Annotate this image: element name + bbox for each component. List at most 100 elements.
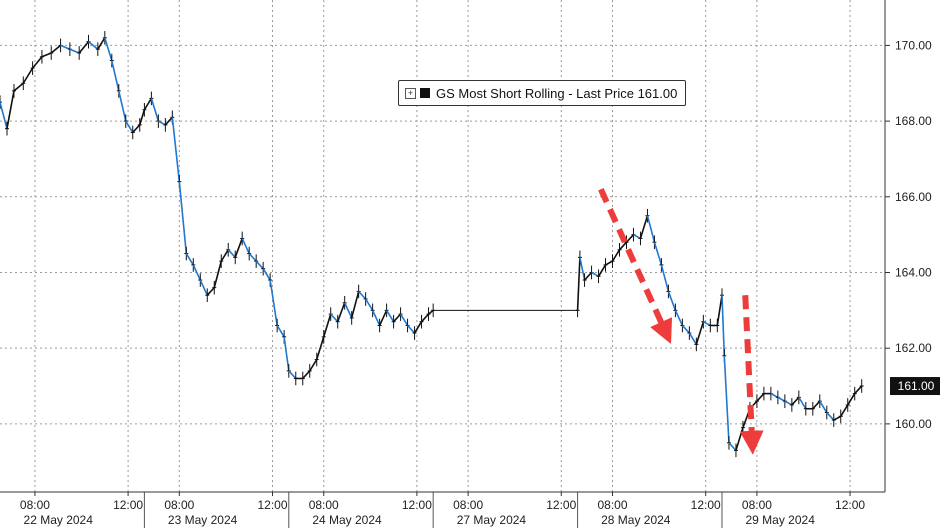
series-segment — [6, 90, 15, 129]
series-segment — [288, 370, 297, 380]
x-time-label: 08:00 — [597, 498, 627, 512]
series-segment — [702, 320, 711, 327]
x-time-label: 12:00 — [402, 498, 432, 512]
series-segment — [378, 310, 388, 326]
series-segment — [269, 279, 278, 326]
series-segment — [336, 302, 346, 322]
series-segment — [798, 396, 807, 410]
series-segment — [227, 249, 236, 258]
series-segment — [618, 241, 628, 251]
series-segment — [330, 313, 339, 323]
series-segment — [579, 257, 586, 281]
series-segment — [428, 309, 434, 315]
series-segment — [50, 44, 62, 54]
series-segment — [819, 400, 828, 413]
series-segment — [385, 309, 395, 323]
series-segment — [784, 400, 793, 406]
series-segment — [138, 109, 146, 126]
series-segment — [206, 287, 215, 296]
y-tick-label: 160.00 — [895, 417, 932, 431]
series-segment — [178, 181, 188, 254]
series-segment — [812, 400, 821, 410]
series-segment — [234, 238, 243, 258]
x-time-label: 08:00 — [164, 498, 194, 512]
legend-toggle-icon[interactable]: + — [405, 87, 416, 99]
series-segment — [591, 271, 599, 277]
series-segment — [646, 215, 656, 243]
series-segment — [41, 52, 52, 58]
series-segment — [220, 249, 229, 262]
series-segment — [132, 124, 141, 134]
series-segment — [213, 260, 223, 288]
series-segment — [22, 67, 34, 84]
series-segment — [393, 313, 402, 323]
x-time-label: 12:00 — [691, 498, 721, 512]
series-segment — [364, 298, 374, 311]
series-segment — [576, 257, 581, 311]
series-segment — [791, 396, 800, 406]
x-day-label: 23 May 2024 — [168, 513, 238, 527]
series-segment — [150, 98, 160, 122]
series-segment — [833, 415, 842, 421]
series-segment — [60, 44, 71, 50]
trend-arrow — [598, 187, 673, 344]
series-segment — [723, 355, 730, 443]
x-time-label: 08:00 — [309, 498, 339, 512]
x-time-label: 12:00 — [113, 498, 143, 512]
series-segment — [681, 324, 690, 334]
series-segment — [143, 97, 153, 111]
series-segment — [399, 313, 409, 326]
series-segment — [69, 48, 80, 54]
series-segment — [406, 324, 416, 334]
series-segment — [157, 120, 166, 126]
series-segment — [309, 359, 318, 372]
series-segment — [343, 302, 353, 319]
series-segment — [633, 233, 641, 240]
series-segment — [674, 310, 684, 326]
series-segment — [171, 117, 181, 182]
legend-label: GS Most Short Rolling - Last Price 161.0… — [436, 85, 678, 101]
y-tick-label: 166.00 — [895, 190, 932, 204]
series-segment — [695, 321, 705, 345]
series-segment — [660, 264, 670, 292]
x-day-label: 24 May 2024 — [312, 513, 382, 527]
series-segment — [854, 385, 863, 395]
series-segment — [611, 249, 621, 262]
series-segment — [728, 442, 737, 451]
annotation-layer — [598, 187, 764, 455]
last-price-badge — [890, 377, 940, 396]
series-segment — [97, 37, 106, 50]
series-segment — [413, 321, 423, 334]
x-time-label: 08:00 — [742, 498, 772, 512]
series-segment — [420, 313, 430, 323]
series-segment — [826, 411, 835, 421]
series-segment — [597, 264, 607, 277]
series-segment — [350, 291, 360, 319]
series-segment — [847, 393, 856, 406]
series-segment — [756, 393, 765, 402]
series-segment — [688, 332, 698, 345]
series-segment — [0, 101, 8, 129]
series-segment — [667, 291, 677, 311]
series-segment — [583, 271, 593, 281]
series-segment — [770, 392, 779, 399]
x-time-label: 12:00 — [546, 498, 576, 512]
series-segment — [777, 396, 786, 402]
series-layer — [0, 31, 864, 458]
series-segment — [716, 295, 723, 326]
last-price-label: 161.00 — [898, 379, 935, 393]
trend-arrow — [739, 295, 764, 455]
x-day-label: 28 May 2024 — [601, 513, 671, 527]
x-day-label: 22 May 2024 — [24, 513, 94, 527]
series-segment — [199, 279, 209, 296]
series-segment — [117, 90, 127, 122]
y-tick-label: 168.00 — [895, 114, 932, 128]
series-segment — [625, 234, 635, 243]
series-segment — [185, 253, 194, 266]
series-segment — [262, 268, 271, 281]
series-segment — [653, 241, 663, 266]
legend[interactable]: + GS Most Short Rolling - Last Price 161… — [398, 80, 687, 106]
y-tick-label: 170.00 — [895, 38, 932, 52]
